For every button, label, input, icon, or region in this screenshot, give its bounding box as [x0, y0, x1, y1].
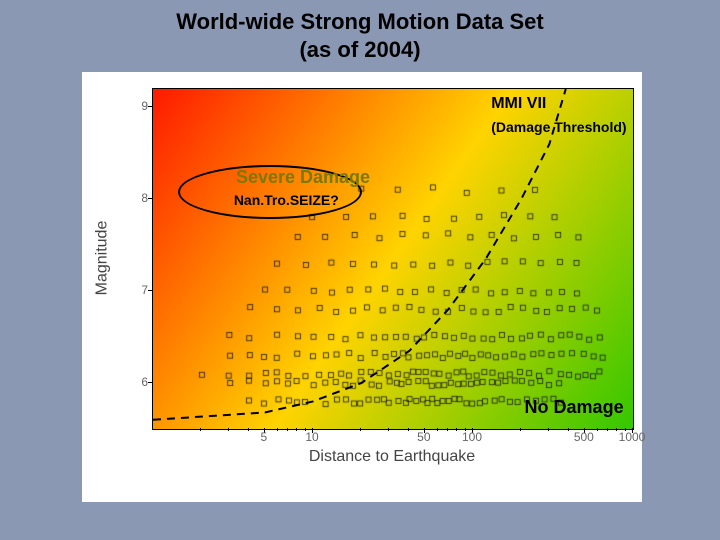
title-line1: World-wide Strong Motion Data Set — [0, 8, 720, 36]
slide: World-wide Strong Motion Data Set (as of… — [0, 0, 720, 540]
severe-damage-label: Severe Damage — [236, 167, 370, 188]
title-line2: (as of 2004) — [0, 36, 720, 64]
chart-figure: Magnitude Distance to Earthquake Severe … — [82, 72, 642, 502]
mmi-label: MMI VII — [491, 95, 546, 113]
damage-threshold-label: (Damage Threshold) — [491, 119, 626, 135]
no-damage-label: No Damage — [525, 397, 624, 418]
slide-title: World-wide Strong Motion Data Set (as of… — [0, 8, 720, 63]
y-axis-label-text: Magnitude — [93, 221, 111, 296]
y-axis-label: Magnitude — [92, 88, 112, 428]
nantroseize-label: Nan.Tro.SEIZE? — [234, 192, 339, 208]
plot-area: Severe Damage Nan.Tro.SEIZE? MMI VII (Da… — [152, 88, 634, 430]
x-axis-label: Distance to Earthquake — [152, 448, 632, 466]
data-points-canvas — [153, 89, 633, 429]
